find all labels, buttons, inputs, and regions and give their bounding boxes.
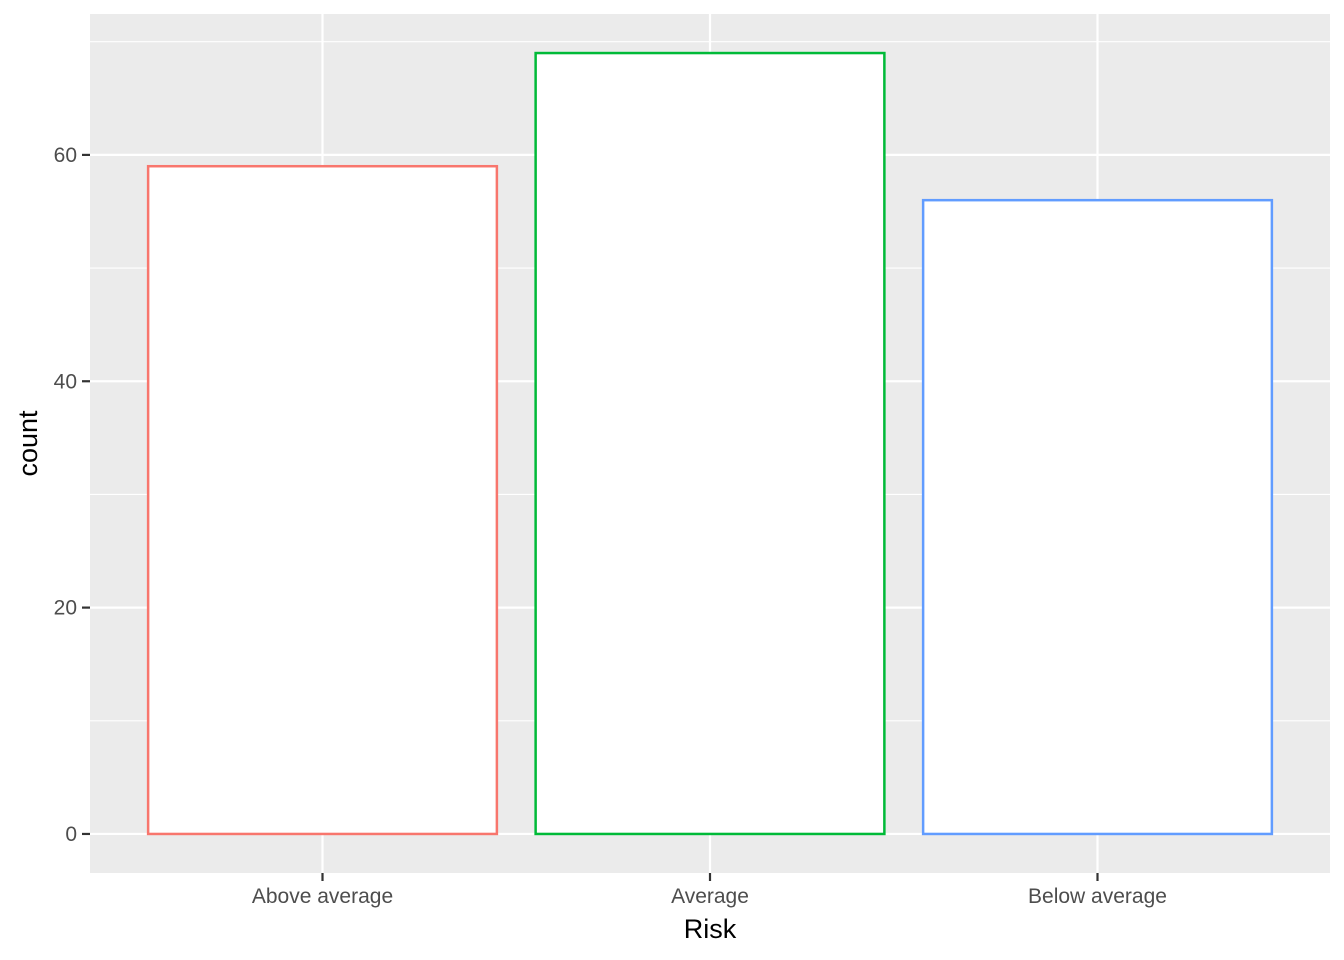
y-tick-label: 20 — [54, 597, 77, 620]
y-axis-title: count — [13, 410, 43, 477]
x-tick-label: Above average — [252, 885, 393, 908]
y-tick-label: 40 — [54, 370, 77, 393]
x-axis-title: Risk — [684, 914, 737, 944]
bar-above-average — [146, 164, 499, 836]
x-tick-label: Average — [671, 885, 749, 908]
bar-below-average — [921, 198, 1274, 836]
y-axis: 0 20 40 60 — [54, 144, 90, 846]
x-tick-label: Below average — [1028, 885, 1167, 908]
bar-average — [534, 51, 886, 836]
y-tick-label: 60 — [54, 144, 77, 167]
x-axis: Above average Average Below average — [252, 873, 1167, 908]
bars — [146, 51, 1274, 836]
y-tick-label: 0 — [65, 823, 77, 846]
